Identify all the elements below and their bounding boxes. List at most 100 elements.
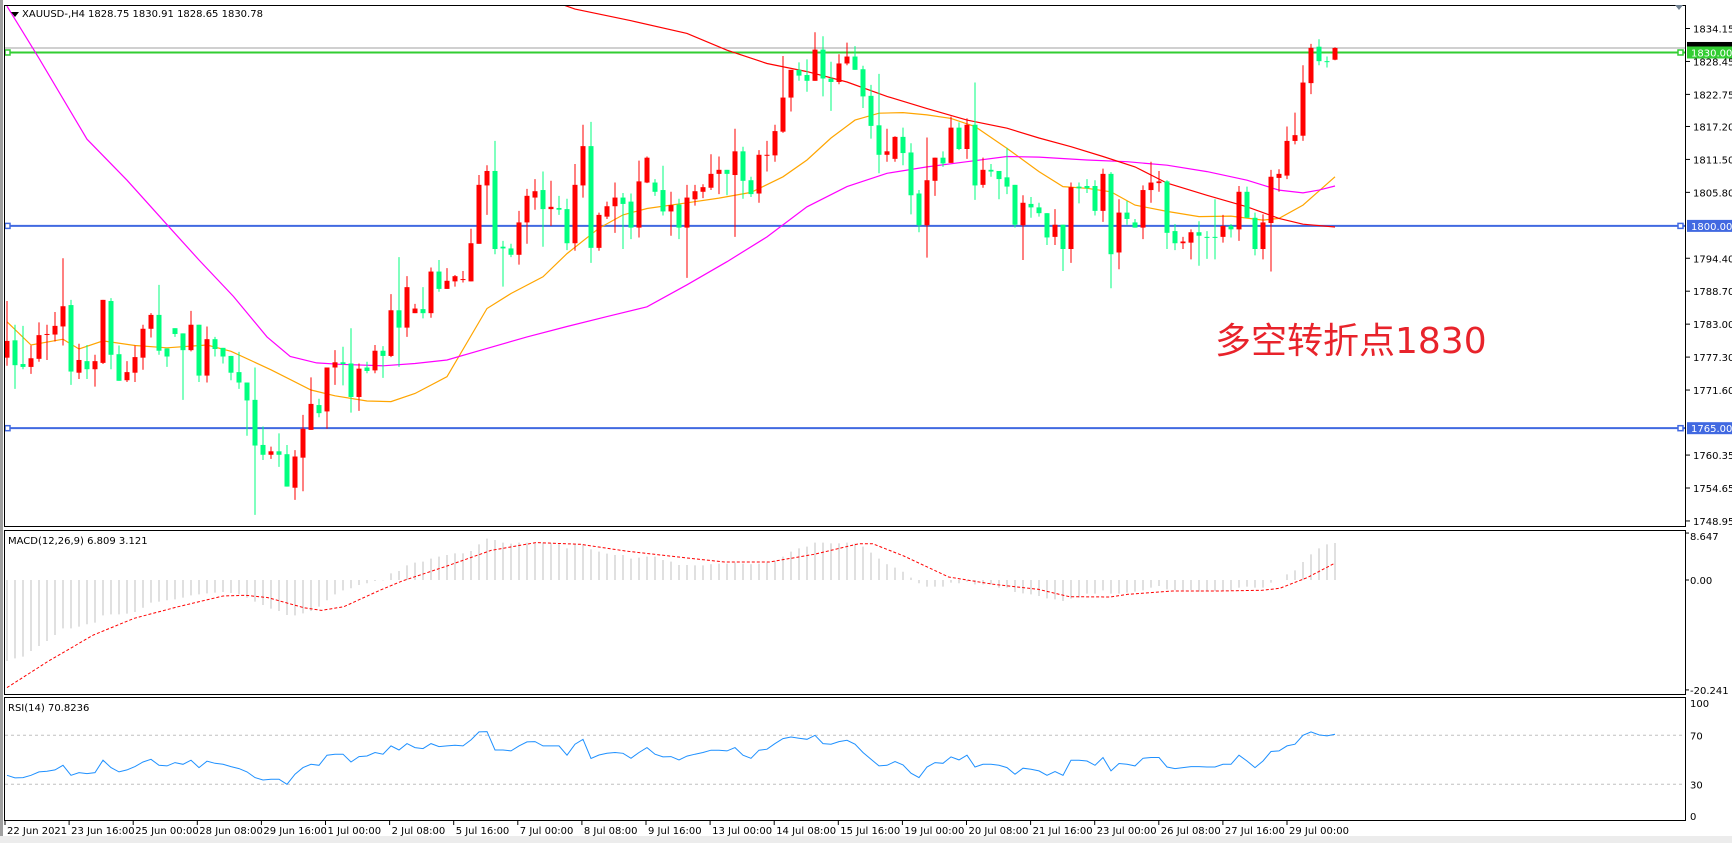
time-tick-label: 15 Jul 16:00: [840, 826, 900, 837]
candle: [132, 345, 138, 382]
candle: [212, 336, 218, 357]
candle-body: [564, 209, 570, 244]
candle-body: [292, 456, 298, 488]
candle-body: [1132, 222, 1138, 228]
candle-body: [60, 306, 66, 327]
candle-body: [820, 49, 826, 79]
candle: [540, 171, 546, 247]
candle-body: [1076, 186, 1082, 189]
level-price-tag: [1687, 422, 1732, 435]
candle: [380, 346, 386, 378]
candle: [588, 121, 594, 263]
candle: [780, 55, 786, 133]
candle: [116, 345, 122, 381]
rsi-panel[interactable]: [4, 697, 1686, 821]
candle-body: [228, 355, 234, 373]
candle: [108, 298, 114, 370]
candle-body: [324, 367, 330, 412]
time-tick-label: 29 Jun 16:00: [263, 826, 327, 837]
candle-body: [916, 193, 922, 226]
candle: [180, 333, 186, 400]
candle: [1260, 214, 1266, 260]
candle: [452, 275, 458, 287]
candle-body: [132, 357, 138, 373]
candle: [36, 322, 42, 362]
candle-body: [844, 56, 850, 64]
candle: [156, 284, 162, 355]
candle-body: [500, 246, 506, 249]
candle-body: [652, 182, 658, 192]
candle: [644, 156, 650, 184]
candle: [604, 201, 610, 219]
candle-body: [36, 335, 42, 359]
main-price-panel[interactable]: [4, 5, 1686, 527]
candle-body: [732, 151, 738, 176]
candle: [556, 195, 562, 215]
candle-body: [476, 184, 482, 244]
candle: [548, 180, 554, 226]
price-tick-label: 1794.40: [1693, 254, 1732, 265]
candle-body: [28, 358, 34, 367]
candle: [268, 446, 274, 459]
chart-shift-marker-icon[interactable]: [1675, 5, 1683, 10]
candle-body: [1012, 184, 1018, 225]
candle-body: [1148, 182, 1154, 191]
time-tick-label: 13 Jul 00:00: [712, 826, 772, 837]
dropdown-triangle-icon[interactable]: [11, 12, 19, 17]
candle-body: [1252, 217, 1258, 250]
candle-body: [972, 124, 978, 186]
candle-body: [1332, 47, 1338, 60]
candle-body: [884, 151, 890, 155]
candle-body: [460, 279, 466, 281]
candle: [44, 324, 50, 360]
candle: [1324, 56, 1330, 68]
moving-average-line: [564, 6, 1336, 228]
time-tick-label: 25 Jun 00:00: [135, 826, 199, 837]
candle-body: [108, 301, 114, 355]
candle-body: [628, 201, 634, 228]
candle-body: [1260, 222, 1266, 250]
time-tick-label: 20 Jul 08:00: [969, 826, 1029, 837]
candle: [956, 122, 962, 151]
candle: [1028, 196, 1034, 218]
candle-body: [116, 354, 122, 381]
level-anchor-handle: [5, 424, 11, 432]
candle-body: [220, 347, 226, 357]
candle-body: [780, 97, 786, 132]
candle-body: [1108, 173, 1114, 255]
candle-body: [524, 195, 530, 223]
candle-body: [860, 69, 866, 97]
candle: [20, 325, 26, 370]
candle: [1228, 224, 1234, 238]
candle: [492, 140, 498, 255]
price-tick-label: 1805.80: [1693, 188, 1732, 199]
time-tick-label: 19 Jul 00:00: [904, 826, 964, 837]
candle: [188, 310, 194, 352]
candle: [668, 191, 674, 236]
annotation-text[interactable]: 多空转折点1830: [1215, 321, 1487, 362]
candle-body: [1244, 191, 1250, 218]
candle-body: [412, 308, 418, 314]
candle-body: [572, 184, 578, 244]
candle-body: [388, 310, 394, 356]
candle-body: [364, 367, 370, 371]
candle: [988, 164, 994, 177]
candle-body: [1228, 225, 1234, 230]
candle: [972, 82, 978, 200]
candle-body: [964, 124, 970, 150]
macd-axis-label: 8.647: [1690, 532, 1719, 543]
candle: [332, 350, 338, 385]
candle-body: [740, 151, 746, 181]
candle: [652, 179, 658, 196]
macd-panel[interactable]: [4, 530, 1686, 695]
candle: [612, 182, 618, 233]
candle: [804, 59, 810, 92]
candle-body: [300, 428, 306, 458]
candle-body: [244, 382, 250, 401]
candle: [5, 301, 10, 366]
candle-body: [804, 75, 810, 81]
candle-body: [580, 146, 586, 186]
candle-body: [492, 170, 498, 250]
